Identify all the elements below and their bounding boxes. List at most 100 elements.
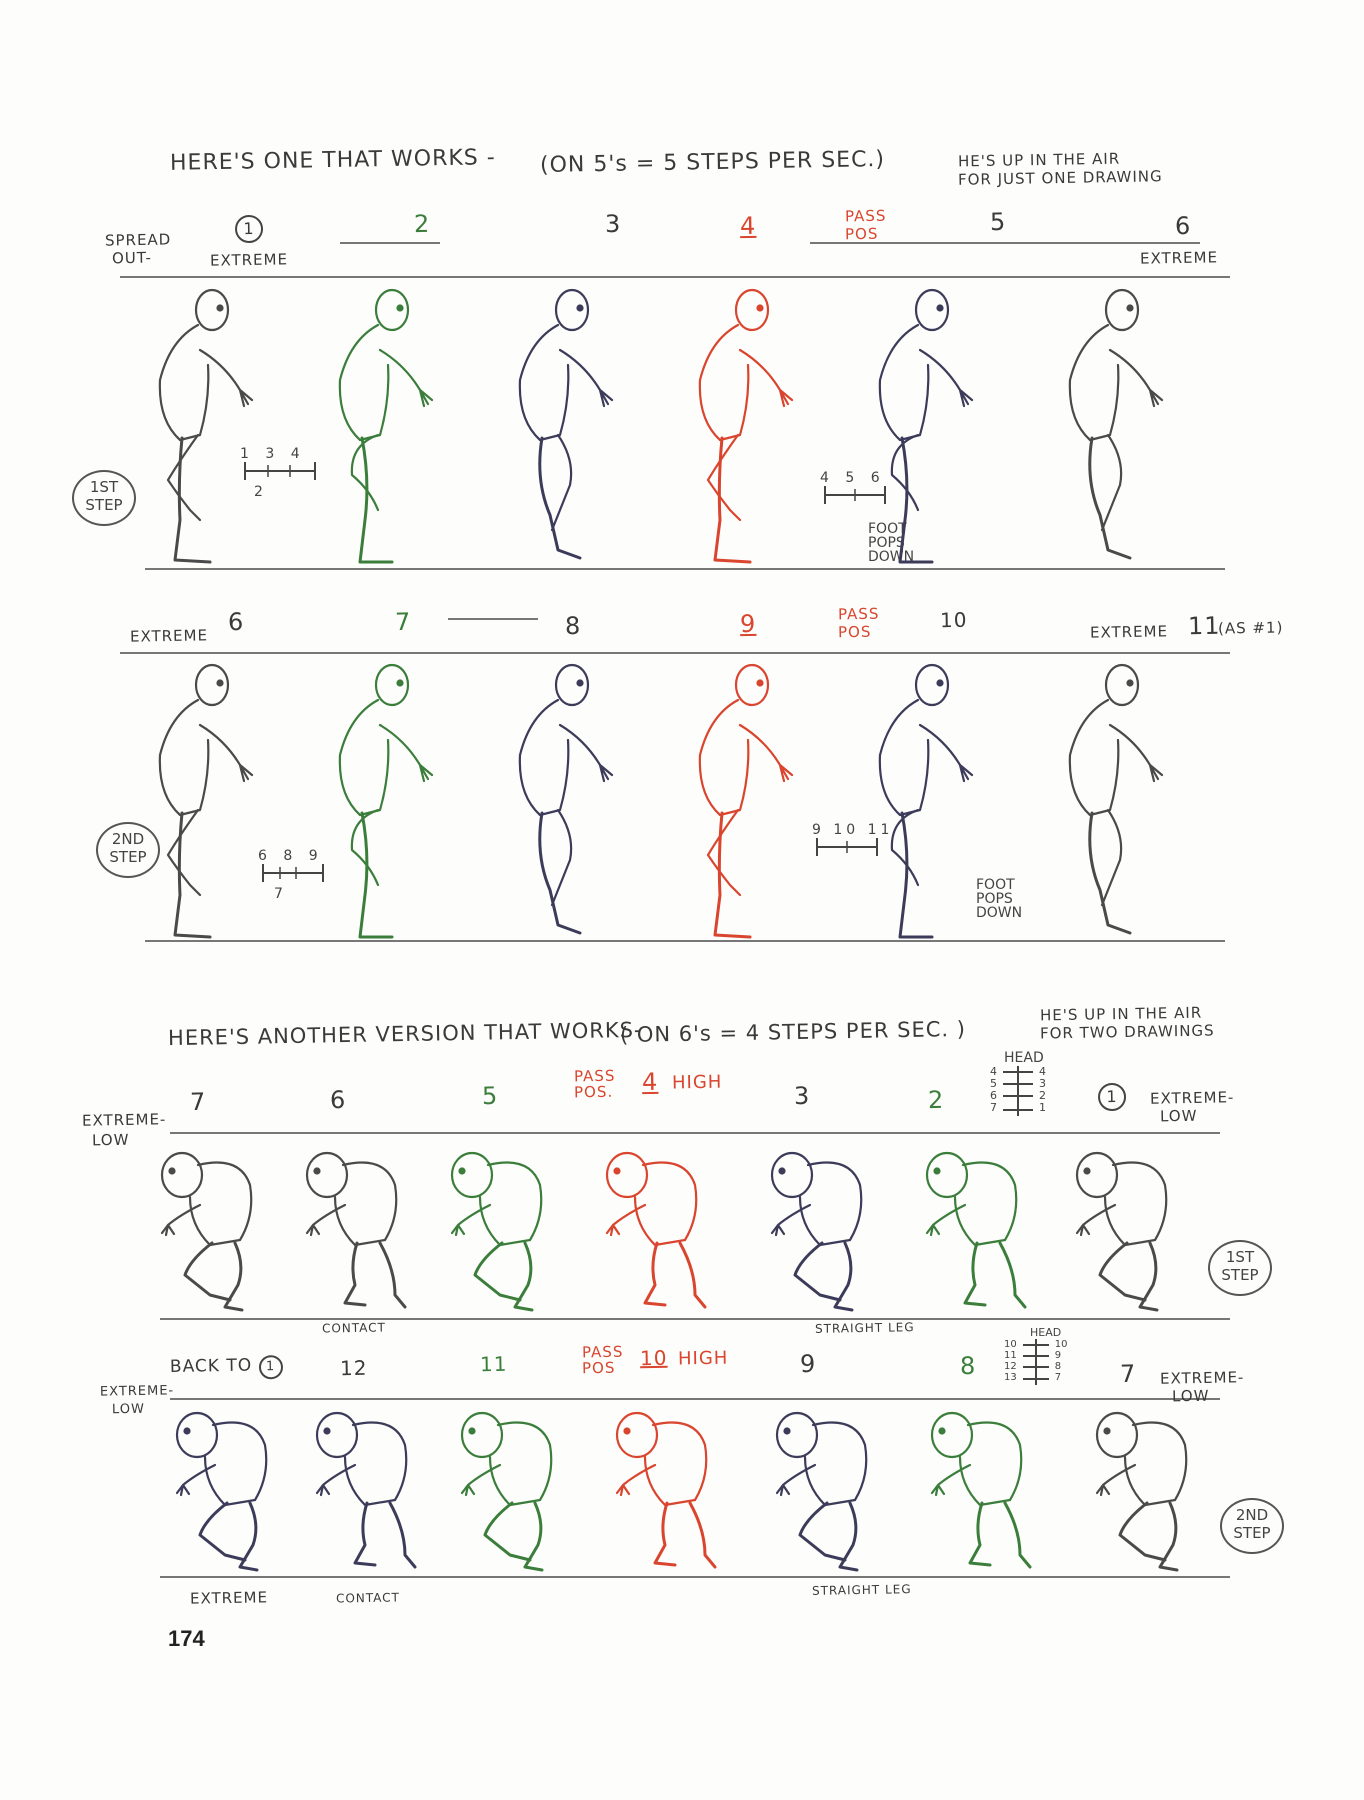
row1-timing-chart-b: 4 5 6 — [820, 470, 890, 508]
walking-figure-frame-4 — [660, 270, 810, 574]
walking-figure-frame-3 — [760, 1135, 890, 1319]
row4-ground-line — [160, 1576, 1230, 1578]
walking-figure-frame-2 — [915, 1135, 1045, 1319]
section2-subtitle: ( ON 6's = 4 STEPS PER SEC. ) — [619, 1016, 967, 1048]
row2-ground-line — [145, 940, 1225, 942]
row4-head-chart: HEAD 10 11 12 13 10 9 8 7 — [1004, 1326, 1067, 1385]
row3-step-badge: 1ST STEP — [1208, 1240, 1272, 1296]
row4-extreme-label: EXTREME — [189, 1588, 269, 1608]
badge-line: STEP — [1221, 1266, 1259, 1284]
row4-frame-number: 12 — [339, 1355, 368, 1381]
row3-extreme-low-right-1: EXTREME- — [1149, 1088, 1235, 1108]
back-to-number: 1 — [258, 1355, 283, 1380]
row2-frame-number: 7 — [394, 607, 412, 637]
timing-ruler — [262, 864, 324, 882]
head-left: 4 — [990, 1065, 997, 1078]
row4-back-to-label: BACK TO 1 — [170, 1355, 283, 1381]
timing-top: 6 8 9 — [258, 848, 324, 864]
walking-figure-frame-12 — [305, 1395, 435, 1579]
note-line: POPS — [868, 535, 905, 551]
note-line: POPS — [976, 891, 1013, 907]
walking-figure-frame-6 — [120, 645, 270, 949]
row4-pass-pos-1: PASS — [581, 1342, 624, 1362]
head-left: 11 — [1004, 1350, 1017, 1361]
walking-figure-frame-9 — [660, 645, 810, 949]
row3-frame-number: 1 — [1097, 1080, 1127, 1112]
row4-straight-leg-label: STRAIGHT LEG — [811, 1582, 912, 1598]
walking-figure-frame-7 — [300, 645, 450, 949]
timing-ruler — [816, 838, 878, 856]
row1-ground-line — [145, 568, 1225, 570]
note-line: DOWN — [976, 905, 1023, 921]
timing-bottom: 7 — [274, 886, 283, 902]
walking-figure-frame-11 — [1030, 645, 1180, 949]
walking-figure-frame-6 — [1030, 270, 1180, 574]
head-left: 5 — [990, 1077, 997, 1090]
note-line: FOOT — [868, 521, 907, 537]
row3-high-label: HIGH — [671, 1071, 723, 1094]
back-to-text: BACK TO — [169, 1355, 253, 1377]
row3-frame-number: 2 — [927, 1085, 945, 1115]
row1-frame-number: 4 — [739, 211, 757, 241]
head-left: 10 — [1004, 1339, 1017, 1350]
walking-figure-frame-9 — [765, 1395, 895, 1579]
walking-figure-frame-3 — [480, 270, 630, 574]
section1-subtitle: (ON 5's = 5 STEPS PER SEC.) — [539, 146, 886, 179]
row2-frame-number: 11 — [1187, 611, 1221, 641]
row4-contact-label: CONTACT — [335, 1590, 401, 1606]
head-label: HEAD — [1004, 1050, 1044, 1066]
head-right: 9 — [1054, 1350, 1062, 1361]
row3-contact-label: CONTACT — [321, 1320, 387, 1336]
row3-extreme-low-1: EXTREME- — [81, 1110, 167, 1130]
head-right: 8 — [1054, 1361, 1062, 1372]
row4-top-guide — [170, 1398, 1220, 1400]
row3-frame-number: 3 — [793, 1081, 811, 1111]
row1-frame-number: 1 — [234, 212, 264, 244]
row1-step-badge: 1ST STEP — [72, 470, 136, 526]
walking-figure-frame-7 — [150, 1135, 280, 1319]
walking-figure-frame-1 — [120, 270, 270, 574]
row1-guide-segment — [340, 242, 440, 244]
head-left: 12 — [1004, 1361, 1017, 1372]
row2-top-guide — [120, 652, 1230, 654]
walking-figure-frame-7 — [1085, 1395, 1215, 1579]
row2-foot-note: FOOT POPS DOWN — [976, 878, 1022, 920]
row2-step-badge: 2ND STEP — [96, 822, 160, 878]
row3-pass-pos-2: POS. — [573, 1082, 614, 1102]
head-right: 2 — [1039, 1089, 1046, 1102]
row4-frame-number: 10 — [639, 1345, 668, 1371]
row2-frame-number: 10 — [939, 607, 968, 633]
row2-pass-pos-1: PASS — [837, 604, 880, 624]
page-number: 174 — [168, 1626, 205, 1651]
row2-pass-pos-2: POS — [837, 622, 872, 642]
row4-pass-pos-2: POS — [581, 1358, 616, 1378]
section1-note-line1: HE'S UP IN THE AIR — [957, 149, 1121, 171]
row3-head-chart: HEAD 4 5 6 7 4 3 2 1 — [990, 1050, 1046, 1116]
row2-frame-number: 9 — [739, 609, 757, 639]
walking-figure-frame-10 — [605, 1395, 735, 1579]
row4-frame-number: 7 — [1119, 1359, 1137, 1389]
row3-top-guide — [170, 1132, 1220, 1134]
head-chart-ruler — [1022, 1339, 1049, 1385]
row1-frame-number: 2 — [413, 209, 431, 239]
badge-line: 2ND — [1235, 1506, 1269, 1524]
walking-figure-frame-2 — [300, 270, 450, 574]
section2-title: HERE'S ANOTHER VERSION THAT WORKS- — [167, 1017, 643, 1051]
timing-top: 4 5 6 — [820, 470, 886, 486]
row2-guide-segment — [448, 618, 538, 620]
section2-note-line2: FOR TWO DRAWINGS — [1039, 1021, 1215, 1043]
timing-top: 1 3 4 — [240, 446, 306, 462]
badge-line: 1ST — [89, 478, 119, 496]
badge-line: STEP — [1233, 1524, 1271, 1542]
row4-extreme-low-right-1: EXTREME- — [1159, 1368, 1245, 1388]
head-left: 7 — [990, 1101, 997, 1114]
head-left: 13 — [1004, 1372, 1017, 1383]
head-right: 3 — [1039, 1077, 1046, 1090]
row1-top-guide — [120, 276, 1230, 278]
badge-line: STEP — [85, 496, 123, 514]
row2-extreme-label: EXTREME — [129, 626, 209, 646]
section1-title: HERE'S ONE THAT WORKS - — [169, 145, 496, 176]
walking-figure-frame-1 — [165, 1395, 295, 1579]
row1-frame-number: 5 — [989, 207, 1007, 237]
badge-line: 1ST — [1225, 1248, 1255, 1266]
